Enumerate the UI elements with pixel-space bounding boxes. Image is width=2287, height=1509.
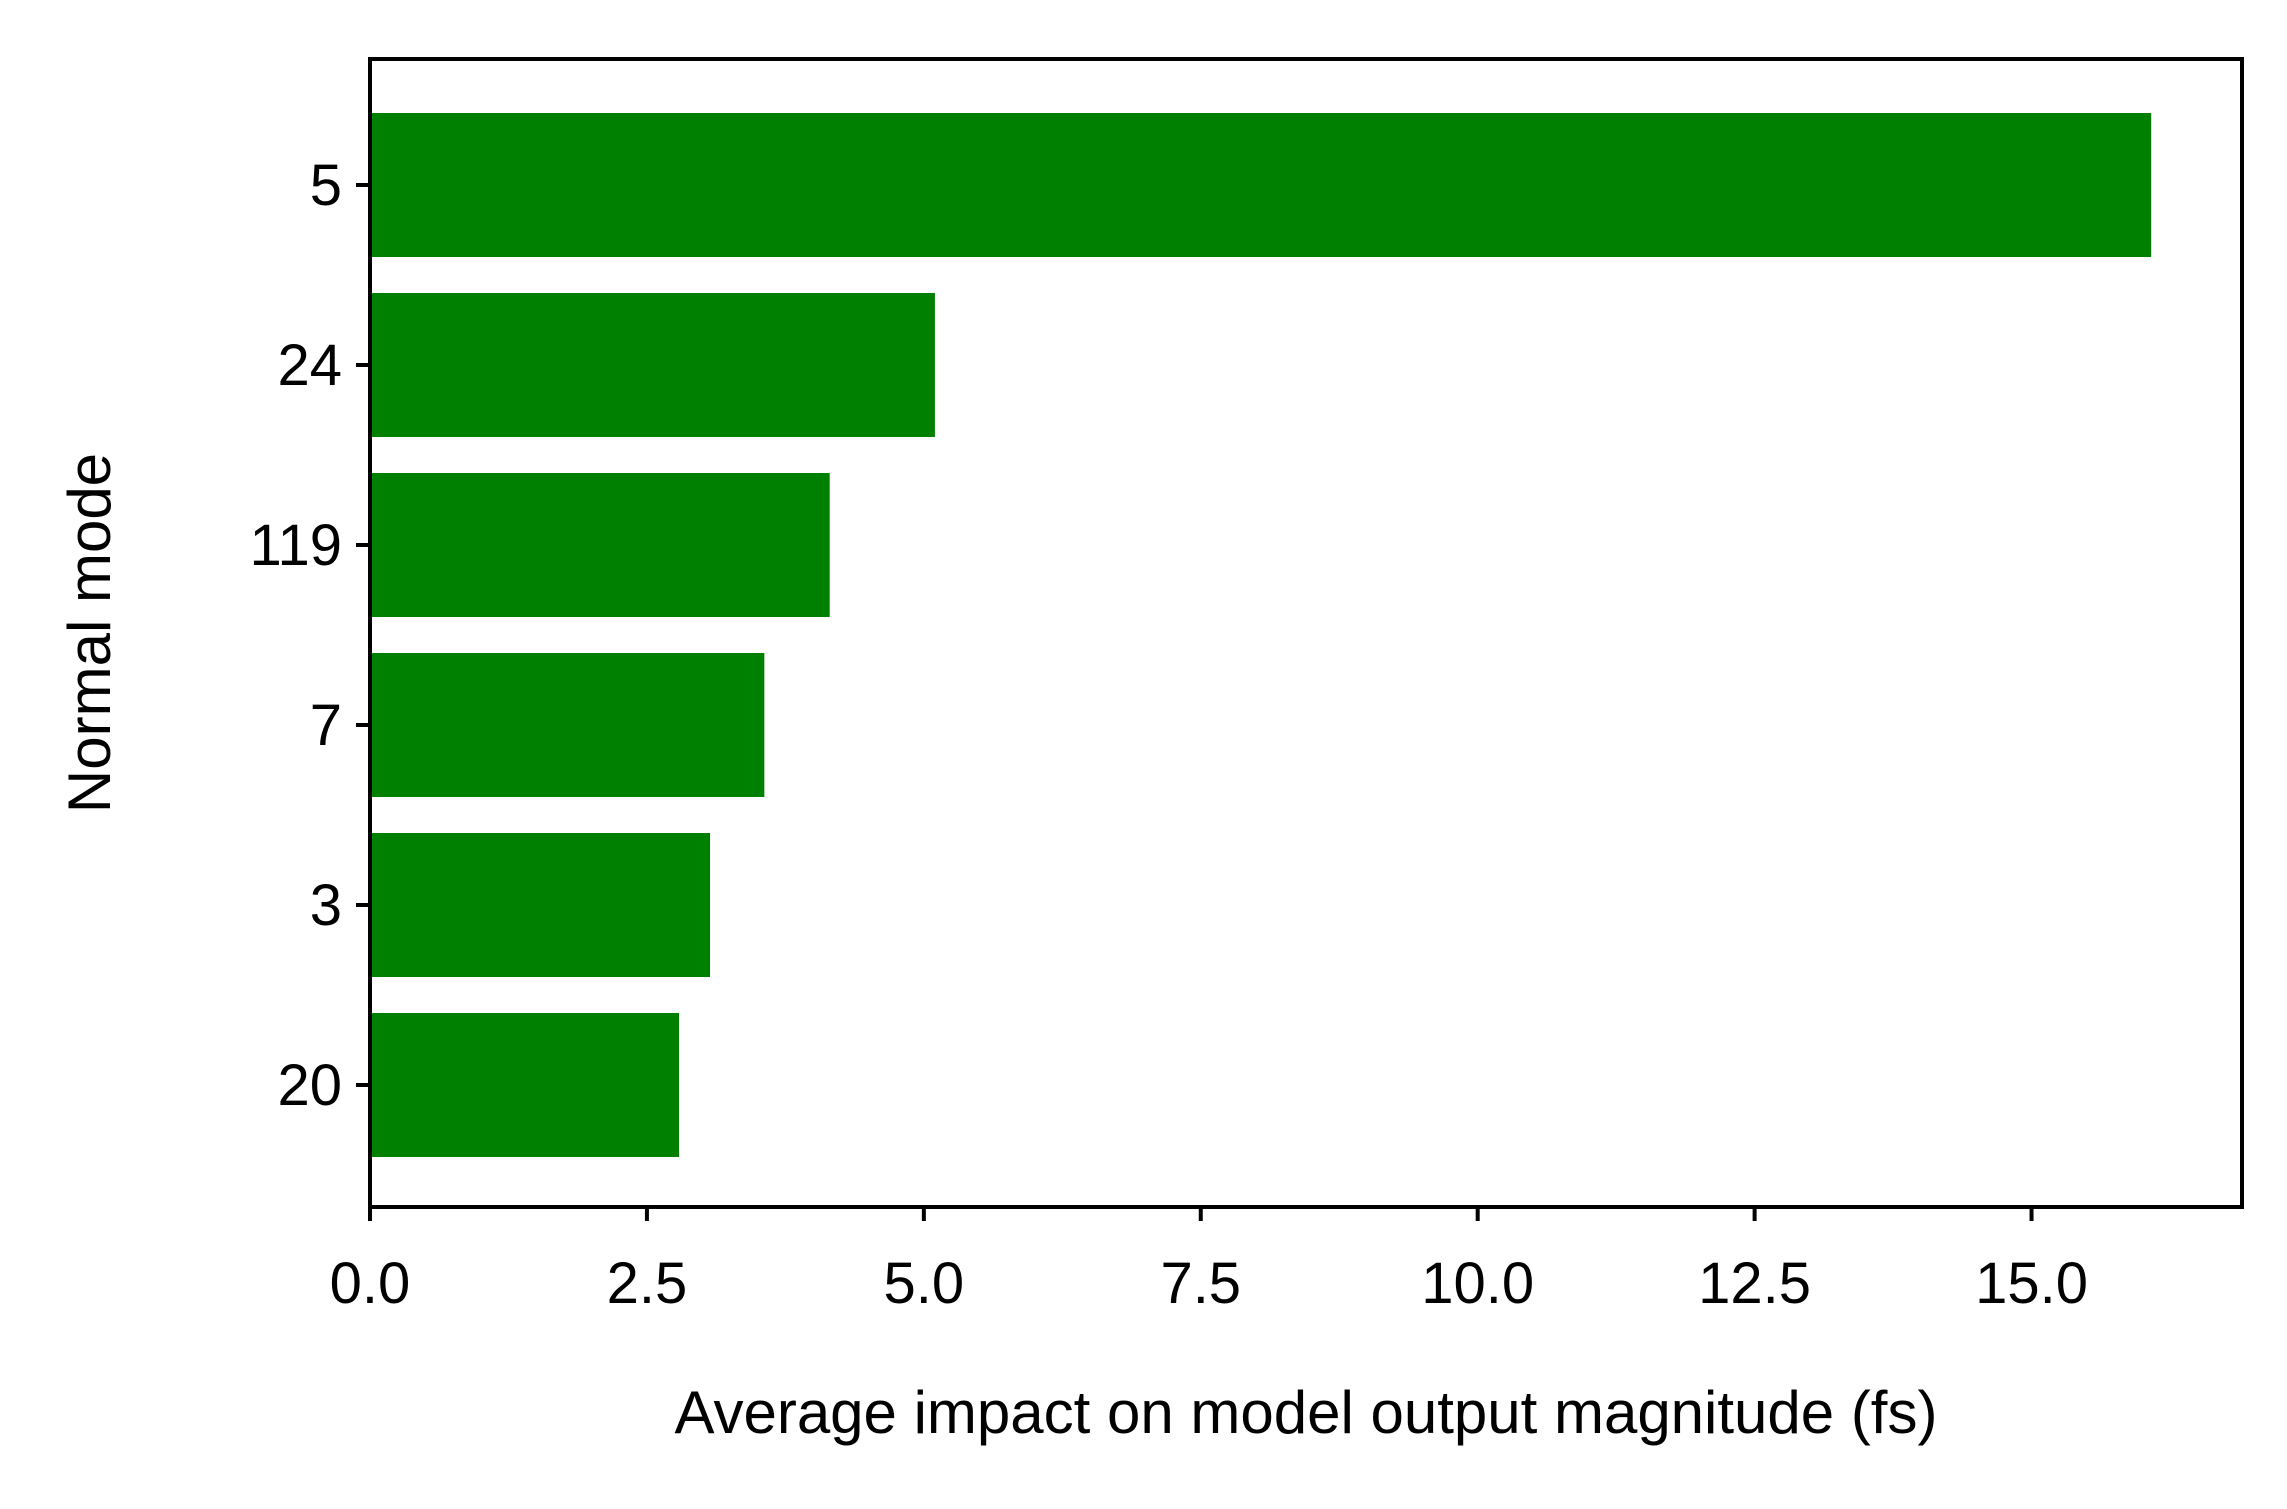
x-tick-label: 12.5 [1698, 1251, 1811, 1316]
y-tick-label: 119 [250, 513, 342, 578]
x-axis-ticks: 0.0 2.5 5.0 7.5 10.0 12.5 15.0 [330, 1207, 2088, 1316]
y-tick-label: 24 [277, 333, 342, 398]
x-tick-label: 5.0 [884, 1251, 965, 1316]
bars-group [372, 113, 2152, 1157]
x-tick-label: 2.5 [607, 1251, 688, 1316]
bar-mode-3 [372, 833, 711, 977]
x-tick-label: 7.5 [1160, 1251, 1241, 1316]
x-axis-title: Average impact on model output magnitude… [675, 1379, 1938, 1446]
bar-mode-5 [372, 113, 2152, 257]
bar-mode-20 [372, 1013, 680, 1157]
bar-mode-7 [372, 653, 765, 797]
y-axis-title: Normal mode [56, 453, 123, 813]
y-tick-label: 20 [277, 1053, 342, 1118]
x-tick-label: 0.0 [330, 1251, 411, 1316]
plot-frame [368, 57, 2244, 1209]
y-tick-label: 5 [310, 153, 342, 218]
y-tick-label: 3 [310, 873, 342, 938]
y-tick-label: 7 [310, 693, 342, 758]
y-axis-ticks: 5 24 119 7 3 20 [250, 153, 370, 1118]
x-tick-label: 15.0 [1975, 1251, 2088, 1316]
bar-mode-24 [372, 293, 935, 437]
bar-mode-119 [372, 473, 830, 617]
x-tick-label: 10.0 [1421, 1251, 1534, 1316]
